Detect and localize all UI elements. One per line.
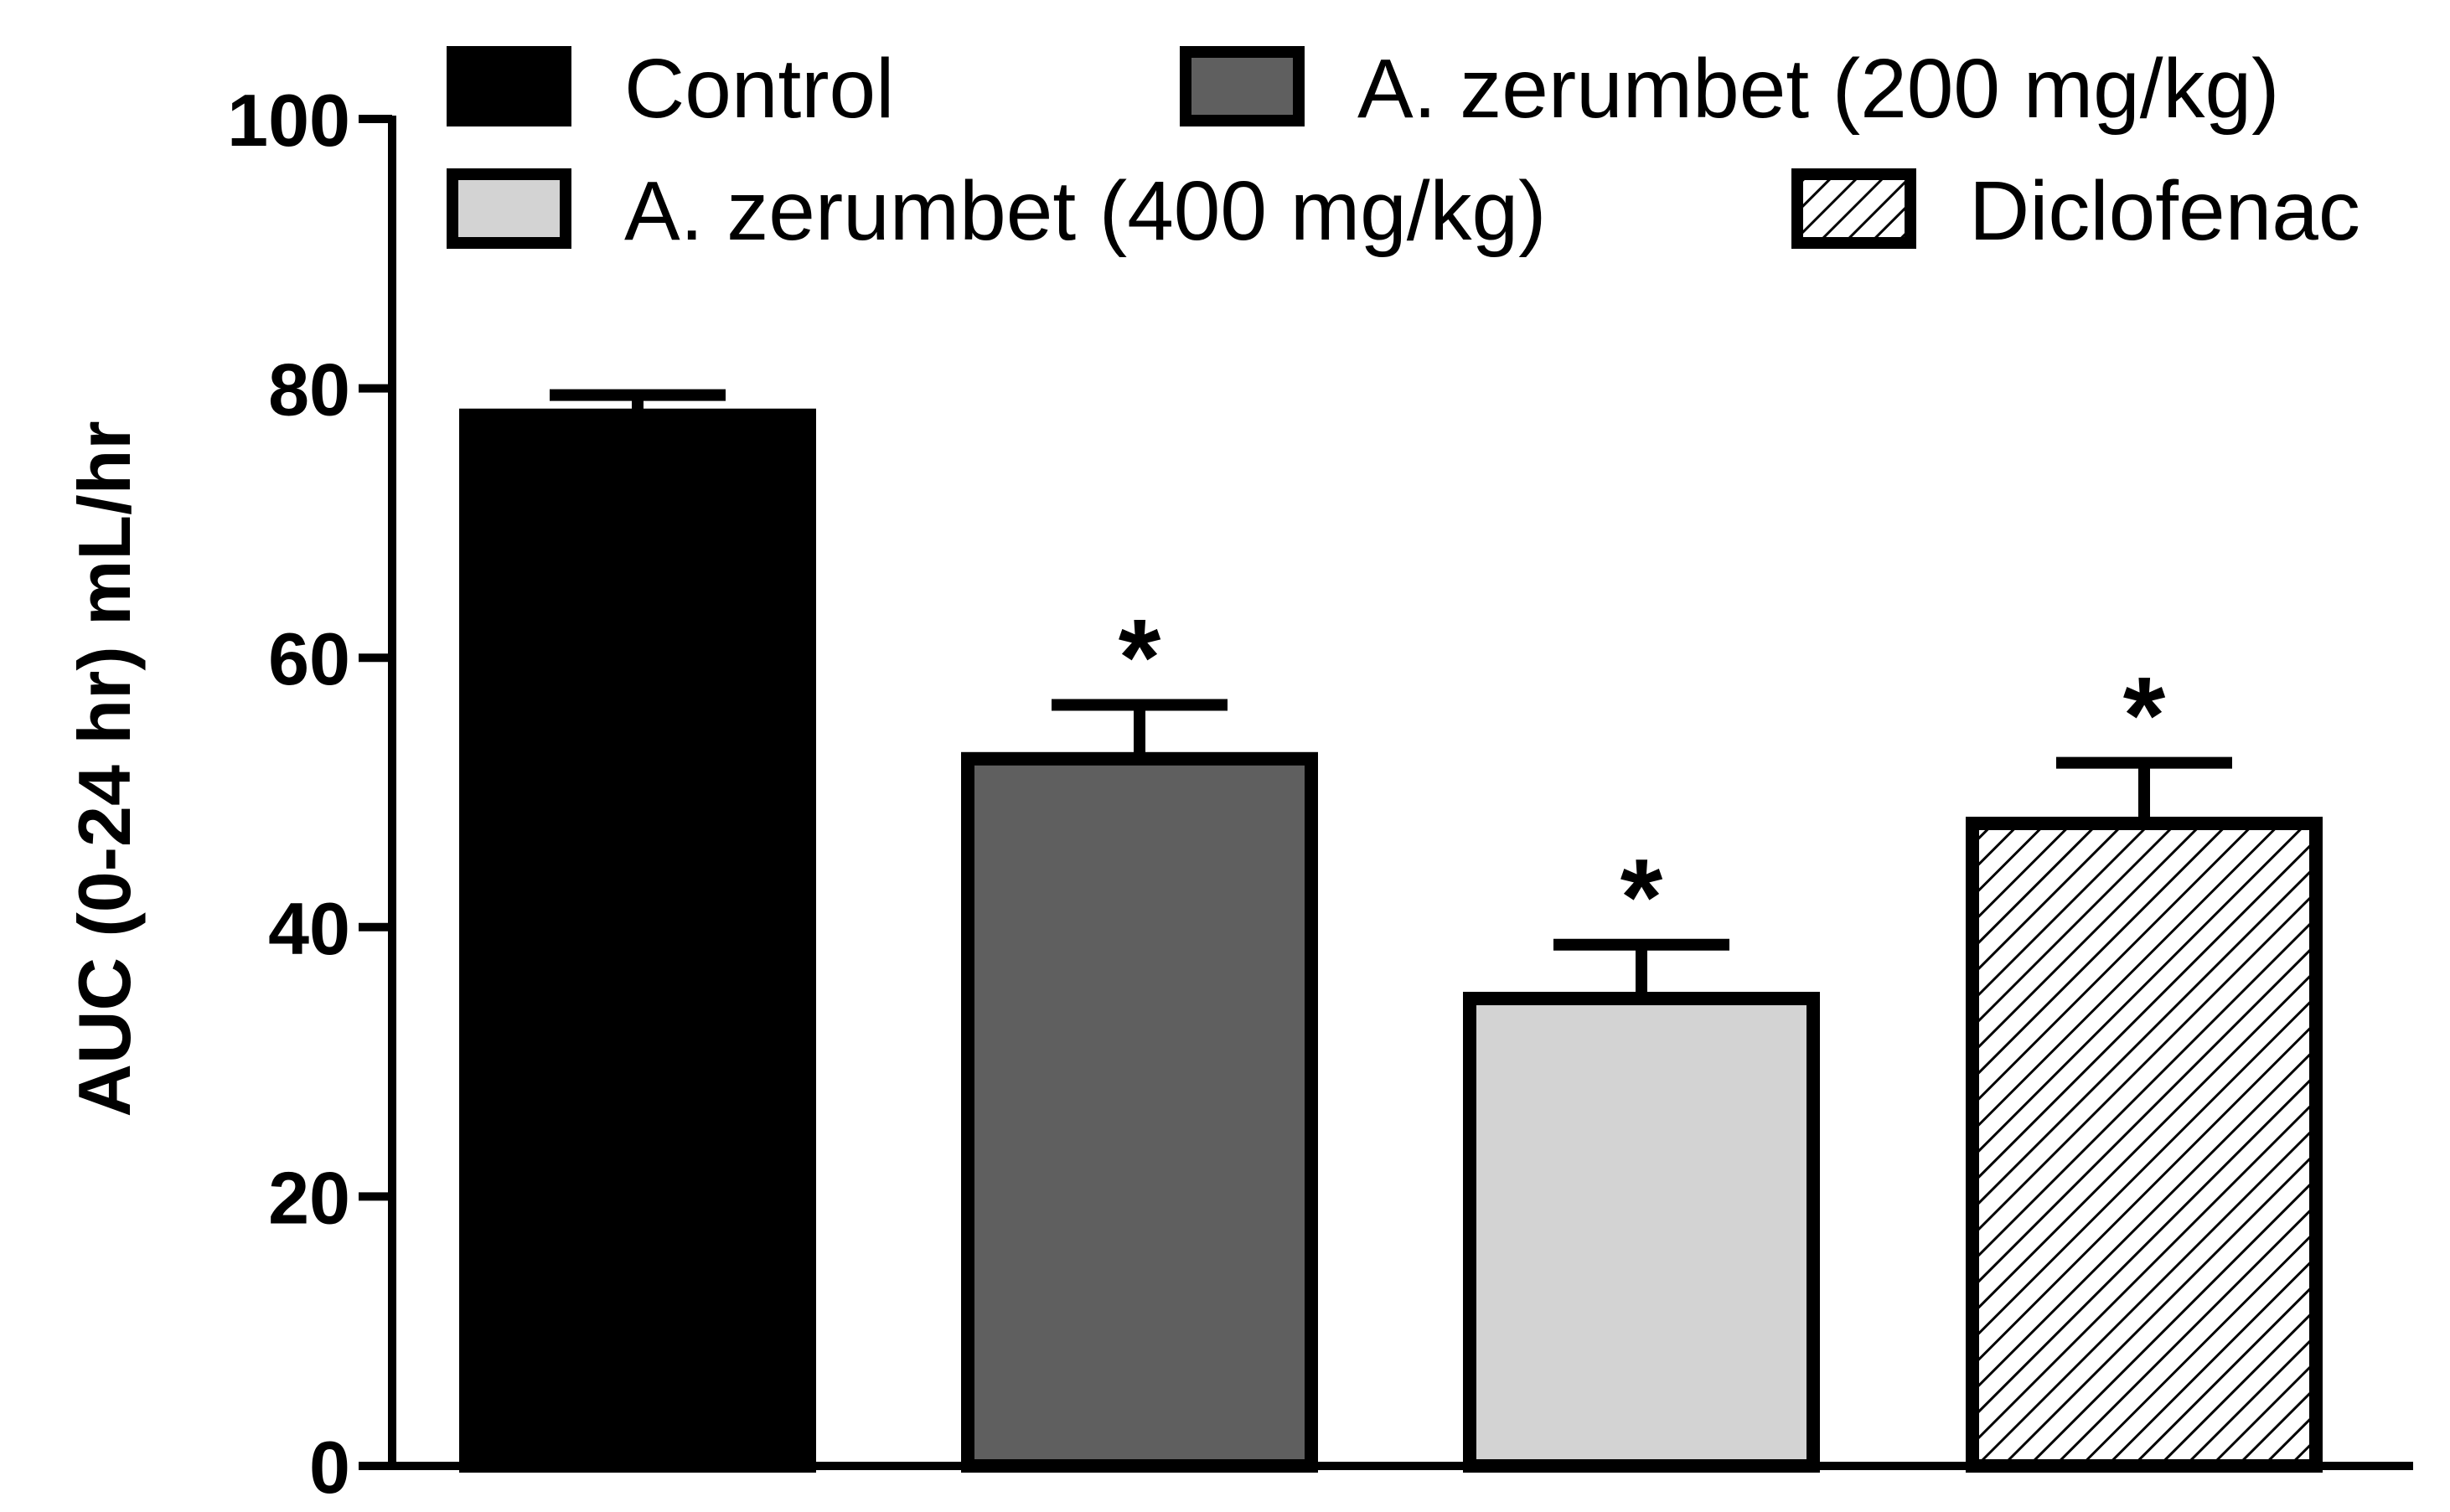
legend-swatch	[447, 168, 571, 249]
bar	[961, 751, 1318, 1473]
y-tick-label: 100	[227, 79, 350, 162]
y-tick-label: 60	[268, 617, 350, 700]
bar	[1966, 816, 2323, 1473]
y-tick-label: 40	[268, 887, 350, 970]
legend-label: Diclofenac	[1969, 164, 2360, 258]
y-tick-label: 0	[309, 1426, 350, 1508]
bars: * * *	[459, 389, 2323, 1473]
legend-swatch	[447, 46, 571, 126]
significance-marker: *	[2123, 654, 2166, 777]
legend-label: Control	[624, 42, 894, 136]
legend-swatch	[1791, 168, 1916, 249]
y-axis-title: AUC (0-24 hr) mL/hr	[63, 421, 146, 1117]
legend: Control A. zerumbet (200 mg/kg) A. zerumbe…	[447, 42, 2360, 258]
y-axis: 0 20 40 60 80 100	[227, 79, 396, 1509]
bar	[1463, 992, 1820, 1473]
significance-marker: *	[1620, 836, 1663, 958]
y-tick-label: 20	[268, 1156, 350, 1239]
y-tick-label: 80	[268, 348, 350, 431]
significance-marker: *	[1119, 596, 1161, 718]
legend-label: A. zerumbet (400 mg/kg)	[624, 164, 1546, 258]
legend-swatch	[1180, 46, 1305, 126]
legend-label: A. zerumbet (200 mg/kg)	[1357, 42, 2279, 136]
bar	[459, 408, 816, 1473]
